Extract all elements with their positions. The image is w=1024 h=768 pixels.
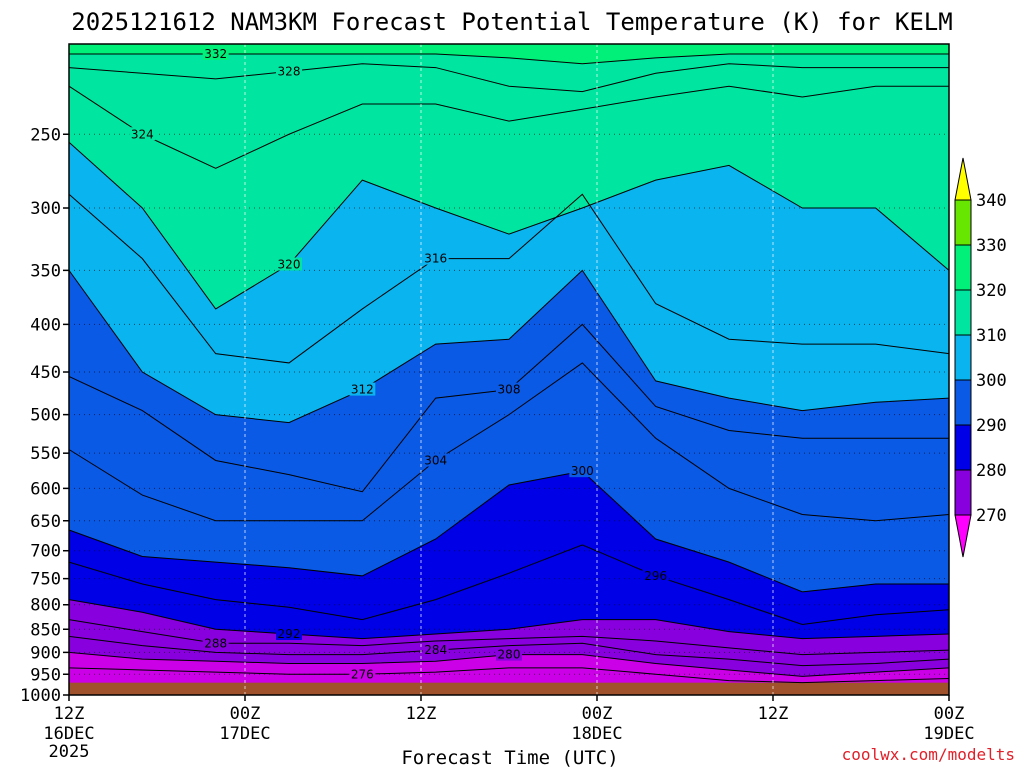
contour-label: 316 (424, 252, 447, 266)
contour-line-316 (68, 193, 950, 364)
y-tick-label: 400 (30, 315, 61, 335)
contour-label-bg (276, 257, 302, 271)
colorbar-label: 330 (976, 236, 1007, 256)
surface-ground (69, 682, 949, 695)
contour-label: 276 (351, 667, 374, 681)
contour-label: 324 (131, 127, 154, 141)
colorbar-label: 280 (976, 461, 1007, 481)
x-tick-year: 2025 (49, 742, 90, 762)
contour-label: 332 (204, 47, 227, 61)
colorbar-segment (954, 334, 972, 381)
pressure-axis: 250 300 350 400 450 500 550 600 650 700 750 800 850 9… (20, 125, 69, 706)
y-tick-label: 700 (30, 542, 61, 562)
x-tick-label: 00Z (582, 704, 613, 724)
y-tick-label: 1000 (20, 686, 61, 706)
contour-label-bg (569, 464, 596, 478)
contour-label-bg (276, 626, 302, 640)
contour-label: 296 (644, 569, 667, 583)
contour-label-bg (349, 382, 376, 396)
contour-line-296 (68, 544, 950, 625)
x-tick-label: 00Z (230, 704, 261, 724)
fill-band-332 (69, 44, 949, 64)
contour-line-276 (68, 667, 950, 684)
contour-label-bg (422, 643, 449, 657)
contour-line-328 (68, 63, 949, 93)
contour-label: 300 (571, 464, 594, 478)
contour-line-284 (68, 635, 950, 667)
y-tick-label: 900 (30, 643, 61, 663)
x-axis-label: Forecast Time (UTC) (401, 747, 618, 768)
colorbar-label: 290 (976, 416, 1007, 436)
y-tick-label: 950 (30, 665, 61, 685)
chart-title: 2025121612 NAM3KM Forecast Potential Tem… (71, 8, 952, 36)
contour-line-324 (68, 85, 949, 169)
contour-label-bg (422, 251, 449, 265)
contour-label-bg (349, 667, 376, 681)
contour-label: 328 (278, 64, 301, 78)
contour-label: 292 (278, 627, 301, 641)
contour-label-bg (422, 453, 449, 467)
contour-label-bg (129, 127, 156, 141)
fill-band-328 (69, 44, 949, 92)
x-tick-date: 18DEC (571, 724, 622, 744)
contour-lines (68, 53, 950, 684)
y-tick-label: 350 (30, 261, 61, 281)
x-tick-label: 12Z (758, 704, 789, 724)
y-tick-label: 300 (30, 199, 61, 219)
contour-label-bg (202, 46, 229, 60)
colorbar-segment (954, 379, 972, 426)
x-tick-label: 12Z (406, 704, 437, 724)
colorbar-segment (954, 244, 972, 291)
contour-label-bg (496, 382, 522, 396)
x-tick-date: 17DEC (219, 724, 270, 744)
contour-label-bg (496, 647, 522, 661)
colorbar-segment (954, 289, 972, 336)
contour-line-300 (68, 470, 949, 593)
y-tick-label: 750 (30, 570, 61, 590)
colorbar-label: 300 (976, 371, 1007, 391)
contour-line-312 (68, 269, 950, 424)
x-tick-date: 16DEC (43, 724, 94, 744)
potential-temperature-fill (69, 44, 949, 695)
plot-frame (68, 43, 950, 696)
x-tick-date: 19DEC (923, 724, 974, 744)
y-tick-label: 450 (30, 363, 61, 383)
colorbar-label: 340 (976, 191, 1007, 211)
contour-label: 308 (498, 383, 521, 397)
contour-line-320 (68, 141, 950, 310)
contour-label: 280 (498, 648, 521, 662)
x-tick-label: 00Z (934, 704, 965, 724)
colorbar-bottom-arrow (954, 514, 972, 558)
colorbar: 340 330 320 310 300 290 280 270 (954, 157, 1007, 558)
colorbar-segment (954, 199, 972, 246)
contour-labels: 332 328 324 320 316 312 308 304 300 296 292 288 284 2… (129, 46, 669, 681)
y-tick-label: 550 (30, 444, 61, 464)
contour-label-bg (202, 636, 229, 650)
y-tick-label: 850 (30, 620, 61, 640)
x-tick-label: 12Z (54, 704, 85, 724)
contour-label-bg (642, 568, 669, 582)
contour-label: 304 (424, 453, 447, 467)
contour-label: 312 (351, 383, 374, 397)
contour-label: 284 (424, 643, 447, 657)
colorbar-segment (954, 469, 972, 516)
y-tick-label: 800 (30, 596, 61, 616)
y-tick-label: 250 (30, 125, 61, 145)
credit-text: coolwx.com/modelts (842, 745, 1015, 764)
colorbar-label: 270 (976, 506, 1007, 526)
contour-label-bg (276, 64, 302, 78)
colorbar-segment (954, 424, 972, 471)
y-tick-label: 500 (30, 406, 61, 426)
y-tick-label: 600 (30, 479, 61, 499)
contour-label: 320 (278, 258, 301, 272)
colorbar-top-arrow (954, 157, 972, 201)
colorbar-label: 320 (976, 281, 1007, 301)
y-tick-label: 650 (30, 512, 61, 532)
colorbar-label: 310 (976, 326, 1007, 346)
contour-label: 288 (204, 636, 227, 650)
